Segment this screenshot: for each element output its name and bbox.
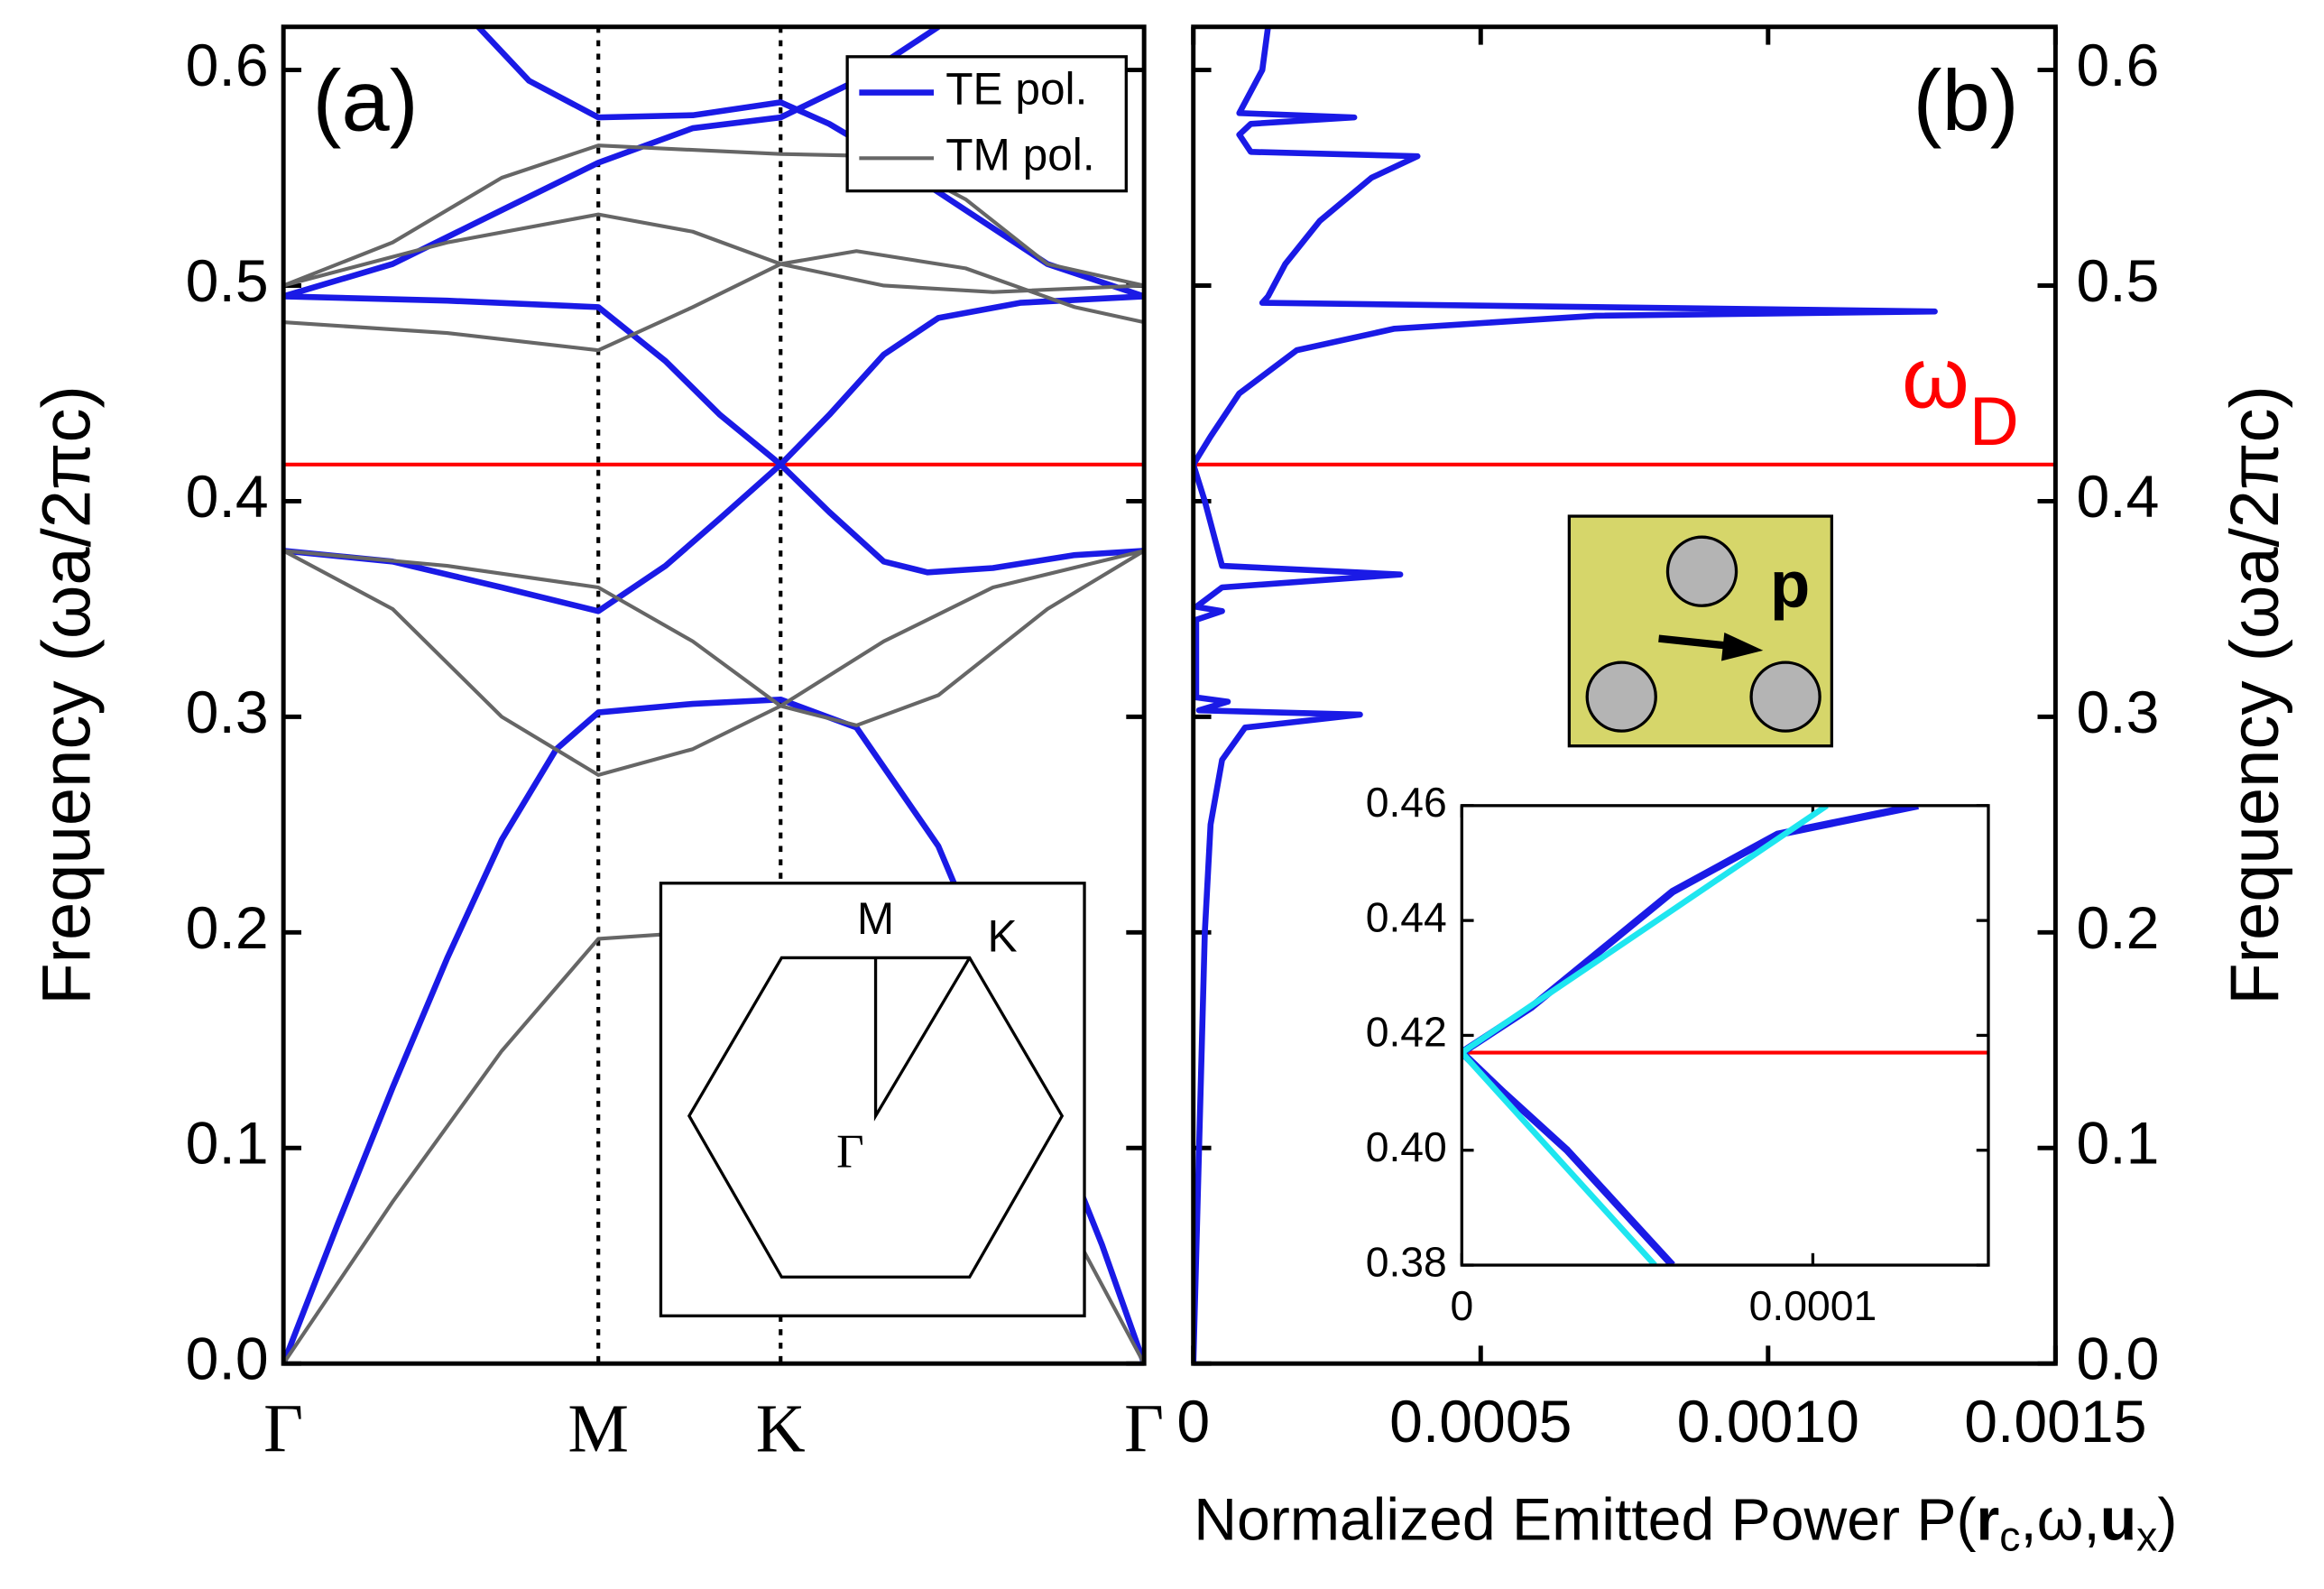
rod (1749, 661, 1821, 733)
x-axis-label-part: r (1977, 1487, 2000, 1554)
plot-frame (1460, 804, 1990, 1267)
series-line (1462, 805, 1829, 1266)
series-group (283, 26, 1145, 1364)
arrow-head (1721, 633, 1764, 661)
chart: Γ M K Γ0.00.10.20.30.40.50.6 TE pol.TM pol.(… (28, 24, 1164, 1466)
y-tick-label: 0.44 (1366, 893, 1447, 940)
inset-bg (1462, 805, 1988, 1266)
x-tick-label: Γ (1124, 1390, 1164, 1466)
y-tick-label: 0.46 (1366, 779, 1447, 826)
y-tick-label: 0.4 (186, 464, 269, 531)
y-axis-label: Frequency (ωa/2πc) (2217, 385, 2293, 1005)
x-axis-label-part: ,ω, (2020, 1487, 2099, 1554)
x-tick-label: Γ (263, 1390, 303, 1466)
panel-label: (a) (313, 52, 419, 149)
x-axis-label: Normalized Emitted Power P(rc,ω,ux) (1194, 1487, 2177, 1559)
y-tick-label: 0.3 (2077, 679, 2160, 746)
x-tick-label: 0.0001 (1749, 1282, 1877, 1329)
y-tick-label: 0.3 (186, 679, 269, 746)
y-tick-label: 0.42 (1366, 1009, 1447, 1056)
series-line (1193, 26, 1938, 1364)
y-tick-label: 0.2 (186, 895, 269, 962)
rod (1585, 661, 1657, 733)
series-line (283, 26, 1145, 1364)
inset-label: Γ (836, 1125, 864, 1178)
annotation-part: D (1969, 383, 2019, 460)
panel-label: (b) (1914, 52, 2019, 149)
annotation: ωD (1902, 330, 2019, 460)
y-axis-label: Frequency (ωa/2πc) (28, 385, 105, 1005)
dipole-label: p (1770, 548, 1810, 621)
x-tick-label: 0 (1176, 1389, 1210, 1455)
x-tick-label: 0.0005 (1389, 1389, 1572, 1455)
inset-label: K (988, 911, 1018, 962)
annotation-part: ω (1902, 330, 1969, 427)
series-group (1193, 26, 1938, 1364)
chart: 0 0.0001 0.38 0.40 0.42 0.44 0.46 (1366, 779, 1990, 1329)
plot-frame (1191, 24, 2058, 1366)
y-tick-label: 0.5 (186, 248, 269, 315)
x-axis-label-part: x (2136, 1513, 2157, 1560)
y-tick-label: 0.1 (186, 1111, 269, 1178)
x-axis-label-part: u (2100, 1487, 2136, 1554)
y-tick-label: 0.6 (186, 32, 269, 99)
y-tick-label: 0.0 (186, 1326, 269, 1393)
legend-box (845, 55, 1128, 193)
y-tick-label: 0.40 (1366, 1123, 1447, 1170)
y-tick-label: 0.5 (2077, 248, 2160, 315)
y-tick-label: 0.4 (2077, 464, 2160, 531)
y-tick-label: 0.1 (2077, 1111, 2160, 1178)
x-tick-label: 0 (1450, 1282, 1473, 1329)
x-axis-label-part: Normalized Emitted Power P( (1194, 1487, 1976, 1554)
rod (1665, 535, 1738, 607)
brillouin-inset (659, 882, 1086, 1317)
x-axis-label-part: c (1999, 1513, 2020, 1560)
series-group (1462, 805, 1919, 1266)
plot-frame (281, 24, 1147, 1366)
inset-label: M (857, 893, 894, 944)
x-tick-label: M (567, 1390, 629, 1466)
x-axis-label-part: ) (2157, 1487, 2177, 1554)
y-tick-label: 0.38 (1366, 1238, 1447, 1285)
y-tick-label: 0.2 (2077, 895, 2160, 962)
x-tick-label: 0.0015 (1964, 1389, 2146, 1455)
x-tick-label: K (756, 1390, 806, 1466)
y-tick-label: 0.0 (2077, 1326, 2160, 1393)
x-tick-label: 0.0010 (1677, 1389, 1859, 1455)
plots: Γ M K Γ0.00.10.20.30.40.50.6 TE pol.TM pol.(… (28, 24, 2293, 1560)
overlay: M K Γ p (659, 514, 1834, 1317)
k-path (873, 956, 972, 1122)
legend-label: TM pol. (945, 129, 1094, 180)
legend-label: TE pol. (945, 64, 1087, 115)
y-tick-label: 0.6 (2077, 32, 2160, 99)
dipole-arrow (1658, 634, 1731, 651)
